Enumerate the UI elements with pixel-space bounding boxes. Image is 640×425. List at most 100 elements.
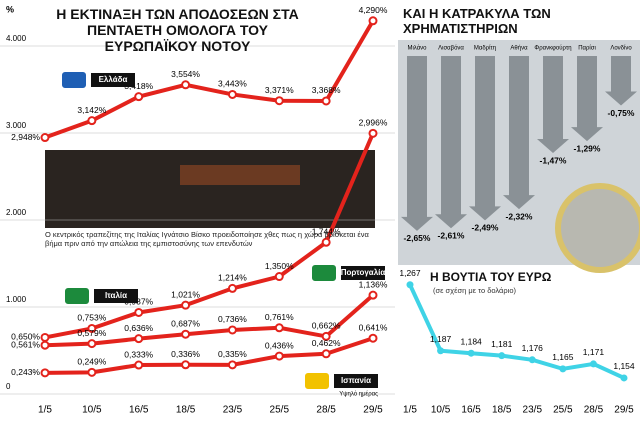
x-tick-label: 29/5 bbox=[363, 405, 383, 416]
point bbox=[498, 352, 506, 360]
euro-subtitle: (σε σχέση με το δολάριο) bbox=[433, 286, 516, 295]
value-label: 3,368% bbox=[312, 85, 341, 95]
value-label: 3,371% bbox=[265, 85, 294, 95]
photo-detail bbox=[180, 165, 300, 185]
point bbox=[321, 349, 331, 359]
y-tick-label: 0 bbox=[6, 382, 11, 391]
value-label: 1,154 bbox=[613, 361, 635, 371]
bar bbox=[571, 56, 603, 142]
value-label: 1,165 bbox=[552, 352, 574, 362]
point bbox=[227, 325, 237, 335]
x-tick-label: 23/5 bbox=[223, 405, 243, 416]
point bbox=[528, 356, 536, 364]
bar bbox=[401, 56, 433, 231]
point bbox=[227, 89, 237, 99]
point bbox=[437, 347, 445, 355]
legend-box bbox=[334, 374, 378, 388]
x-tick-label: 29/5 bbox=[614, 405, 634, 416]
point bbox=[40, 332, 50, 342]
x-tick-label: Αθήνα bbox=[510, 45, 528, 52]
value-label: 3,418% bbox=[124, 81, 153, 91]
value-label: 1,184 bbox=[461, 336, 483, 346]
value-label: 1,744% bbox=[312, 227, 341, 237]
bar bbox=[537, 56, 569, 154]
x-tick-label: 16/5 bbox=[461, 405, 481, 416]
point bbox=[321, 331, 331, 341]
x-tick-label: Μιλάνο bbox=[407, 45, 427, 52]
point bbox=[134, 307, 144, 317]
point bbox=[368, 128, 378, 138]
left-title: Η ΕΚΤΙΝΑΞΗ ΤΩΝ ΑΠΟΔΟΣΕΩΝ ΣΤΑ ΠΕΝΤΑΕΤΗ ΟΜ… bbox=[56, 6, 299, 54]
point bbox=[274, 351, 284, 361]
legend-box bbox=[91, 73, 135, 87]
x-tick-label: 18/5 bbox=[492, 405, 512, 416]
point bbox=[87, 367, 97, 377]
y-tick-label: 2.000 bbox=[6, 208, 27, 217]
x-tick-label: Λονδίνο bbox=[610, 46, 632, 52]
point bbox=[87, 323, 97, 333]
value-label: 3,554% bbox=[171, 69, 200, 79]
value-label: 1,214% bbox=[218, 273, 247, 283]
x-tick-label: Φρανκφούρτη bbox=[534, 46, 571, 52]
value-label: 0,333% bbox=[124, 349, 153, 359]
value-label: 0,561% bbox=[11, 339, 40, 349]
x-tick-label: 28/5 bbox=[584, 405, 604, 416]
bar bbox=[605, 56, 637, 106]
photo-caption: Ο κεντρικός τραπεζίτης της Ιταλίας Ιγνάτ… bbox=[45, 230, 369, 248]
annotation: Υψηλό ημέρας bbox=[339, 391, 378, 398]
value-label: -2,32% bbox=[506, 211, 533, 221]
bar-title: ΚΑΙ Η ΚΑΤΡΑΚΥΛΑ ΤΩΝ ΧΡΗΜΑΤΙΣΤΗΡΙΩΝ bbox=[403, 6, 551, 36]
legend-box bbox=[341, 266, 385, 280]
x-tick-label: 25/5 bbox=[553, 405, 573, 416]
y-tick-label: 1.000 bbox=[6, 295, 27, 304]
value-label: 1,181 bbox=[491, 339, 513, 349]
value-label: 0,436% bbox=[265, 340, 294, 350]
legend-box bbox=[94, 289, 138, 303]
series-line bbox=[408, 283, 625, 380]
point bbox=[368, 333, 378, 343]
value-label: 1,021% bbox=[171, 289, 200, 299]
point bbox=[368, 16, 378, 26]
point bbox=[589, 360, 597, 368]
bar bbox=[503, 56, 535, 210]
series-line bbox=[44, 19, 375, 140]
x-tick-label: Παρίσι bbox=[578, 46, 596, 52]
x-tick-label: 1/5 bbox=[403, 405, 417, 416]
x-tick-label: 10/5 bbox=[82, 405, 102, 416]
photo bbox=[45, 150, 375, 228]
point bbox=[40, 368, 50, 378]
value-label: 4,290% bbox=[359, 5, 388, 15]
legend-label: Ιταλία bbox=[105, 291, 127, 300]
value-label: 0,650% bbox=[11, 332, 40, 342]
value-label: 3,443% bbox=[218, 79, 247, 89]
value-label: 0,249% bbox=[77, 357, 106, 367]
flag bbox=[303, 371, 331, 391]
x-tick-label: 28/5 bbox=[316, 405, 336, 416]
value-label: -2,65% bbox=[404, 233, 431, 243]
value-label: 0,636% bbox=[124, 323, 153, 333]
legend-label: Ελλάδα bbox=[99, 75, 128, 84]
x-tick-label: 25/5 bbox=[270, 405, 290, 416]
point bbox=[181, 80, 191, 90]
value-label: 1,136% bbox=[359, 279, 388, 289]
point bbox=[620, 374, 628, 382]
point bbox=[559, 365, 567, 373]
x-tick-label: 10/5 bbox=[431, 405, 451, 416]
point bbox=[467, 349, 475, 357]
value-label: 1,176 bbox=[522, 343, 544, 353]
value-label: 0,462% bbox=[312, 338, 341, 348]
value-label: 2,948% bbox=[11, 132, 40, 142]
point bbox=[181, 300, 191, 310]
value-label: 0,335% bbox=[218, 349, 247, 359]
point bbox=[40, 133, 50, 143]
x-tick-label: 23/5 bbox=[523, 405, 543, 416]
value-label: 1,187 bbox=[430, 334, 452, 344]
x-tick-label: Μαδρίτη bbox=[474, 46, 496, 52]
flag bbox=[63, 286, 91, 306]
point bbox=[87, 116, 97, 126]
point bbox=[321, 237, 331, 247]
value-label: 0,641% bbox=[359, 322, 388, 332]
point bbox=[274, 323, 284, 333]
